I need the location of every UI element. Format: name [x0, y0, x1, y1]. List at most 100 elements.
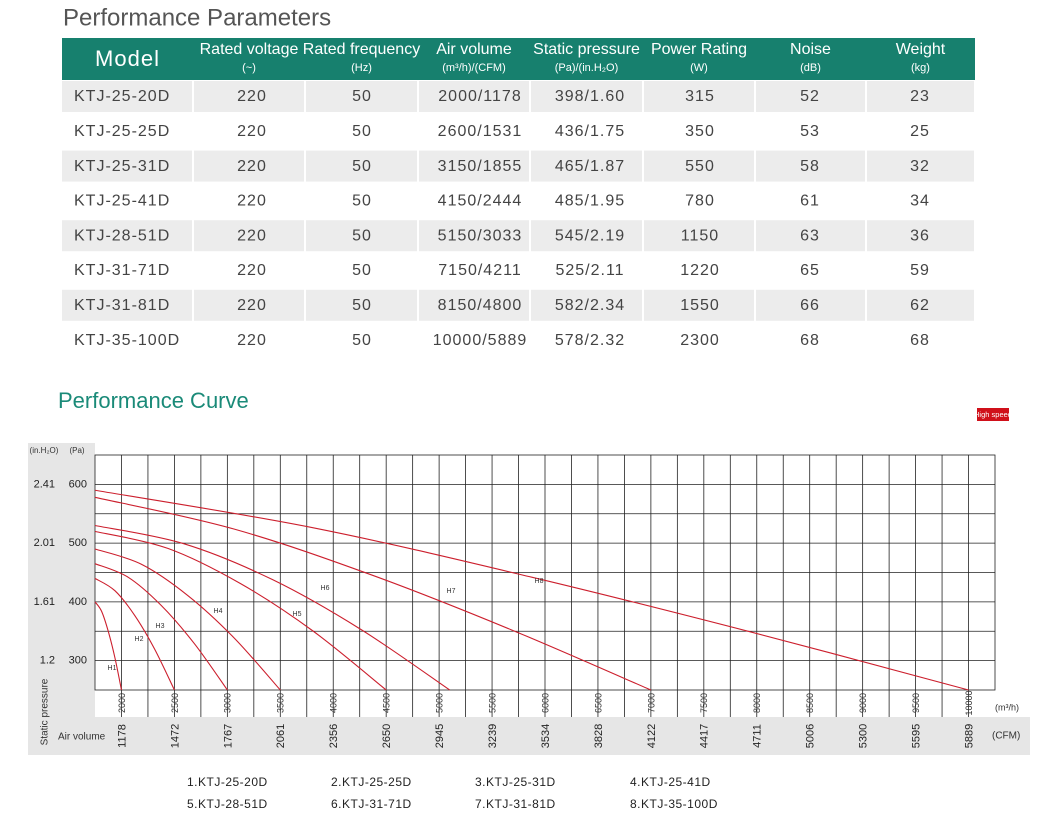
- model-cell: KTJ-28-51D: [74, 227, 170, 244]
- cell: 50: [352, 297, 372, 314]
- model-cell: KTJ-35-100D: [74, 332, 180, 349]
- curve-label: H2: [135, 636, 144, 643]
- curve: [94, 530, 387, 691]
- x2-tick-label: 5300: [858, 724, 870, 748]
- x2-tick-label: 4711: [752, 724, 764, 748]
- model-cell: KTJ-31-81D: [74, 297, 170, 314]
- legend-entry: 6.KTJ-31-71D: [331, 797, 412, 811]
- cell: 50: [352, 193, 372, 210]
- x2-tick-label: 2650: [381, 724, 393, 748]
- cell: 4150/2444: [438, 193, 523, 210]
- model-cell: KTJ-25-31D: [74, 158, 170, 175]
- cell: 68: [910, 332, 930, 349]
- legend-entry: 7.KTJ-31-81D: [475, 797, 556, 811]
- model-cell: KTJ-25-25D: [74, 123, 170, 140]
- cell: 34: [910, 193, 930, 210]
- cell: 36: [910, 227, 930, 244]
- page-title: Performance Parameters: [63, 4, 331, 31]
- y-unit: (Pa): [69, 446, 84, 455]
- x2-tick-label: 5595: [910, 724, 922, 748]
- cell: 315: [685, 88, 715, 105]
- cell-bg: [419, 150, 529, 182]
- cell: 220: [237, 262, 267, 279]
- x-tick-label: 2500: [170, 693, 180, 713]
- cell: 50: [352, 158, 372, 175]
- x2-tick-label: 4417: [699, 724, 711, 748]
- cell-bg: [194, 81, 304, 112]
- cell: 2000/1178: [438, 88, 521, 105]
- y2-unit: (in.H₂O): [30, 446, 59, 455]
- cell-bg: [306, 81, 417, 112]
- cell: 436/1.75: [555, 123, 625, 140]
- plot-border: [94, 454, 996, 691]
- cell: 52: [800, 88, 820, 105]
- cell-bg: [419, 81, 529, 112]
- y2-tick-label: 1.61: [34, 596, 55, 608]
- model-cell: KTJ-25-20D: [74, 88, 170, 105]
- cell-bg: [867, 150, 974, 182]
- cell: 780: [685, 193, 715, 210]
- column-header: Rated frequency: [303, 41, 420, 58]
- x-tick-label: 7000: [646, 693, 656, 713]
- cell: 350: [685, 123, 715, 140]
- cell: 220: [237, 297, 267, 314]
- x-tick-label: 9500: [911, 693, 921, 713]
- cell: 23: [910, 88, 930, 105]
- x-tick-label: 9000: [858, 693, 868, 713]
- curve-label: H8: [535, 578, 544, 585]
- x-tick-label: 4500: [382, 693, 392, 713]
- column-unit: (~): [242, 62, 256, 74]
- cell-bg: [756, 150, 865, 182]
- cell: 485/1.95: [555, 193, 625, 210]
- cell: 1150: [681, 227, 719, 244]
- x-unit: (m³/h): [995, 702, 1019, 712]
- cell-bg: [194, 289, 304, 321]
- cell: 220: [237, 88, 267, 105]
- column-unit: (dB): [800, 62, 821, 74]
- column-header: Air volume: [436, 41, 512, 58]
- x2-tick-label: 2061: [275, 724, 287, 748]
- x-tick-label: 3000: [223, 693, 233, 713]
- y2-tick-label: 2.01: [34, 537, 55, 549]
- cell-bg: [644, 150, 754, 182]
- model-cell: KTJ-31-71D: [74, 262, 170, 279]
- cell-bg: [867, 81, 974, 112]
- x-tick-label: 2000: [117, 693, 127, 713]
- x2-tick-label: 2356: [328, 724, 340, 748]
- legend-entry: 3.KTJ-25-31D: [475, 775, 556, 789]
- x-tick-label: 4000: [329, 693, 339, 713]
- column-header: Model: [95, 46, 160, 71]
- y-tick-label: 500: [69, 537, 87, 549]
- y-tick-label: 600: [69, 478, 87, 490]
- cell: 65: [800, 262, 820, 279]
- cell: 10000/5889: [433, 332, 528, 349]
- column-header: Rated voltage: [200, 41, 299, 58]
- y-tick-label: 300: [69, 655, 87, 667]
- cell-bg: [306, 150, 417, 182]
- cell-bg: [756, 289, 865, 321]
- cell: 58: [800, 158, 820, 175]
- cell-bg: [644, 220, 754, 252]
- x-tick-label: 3500: [276, 693, 286, 713]
- cell: 578/2.32: [555, 332, 625, 349]
- cell-bg: [62, 81, 192, 112]
- cell-bg: [531, 220, 642, 252]
- cell-bg: [62, 150, 192, 182]
- x2-tick-label: 3534: [540, 724, 552, 748]
- cell: 5150/3033: [438, 227, 523, 244]
- x-tick-label: 5500: [487, 693, 497, 713]
- legend-entry: 1.KTJ-25-20D: [187, 775, 268, 789]
- curve: [94, 563, 228, 691]
- x-tick-label: 5000: [434, 693, 444, 713]
- cell: 2600/1531: [438, 123, 523, 140]
- column-unit: (m³/h)/(CFM): [442, 62, 506, 74]
- cell: 1550: [680, 297, 720, 314]
- x2-tick-label: 4122: [646, 724, 658, 748]
- x2-tick-label: 3828: [593, 724, 605, 748]
- axis-strip: [95, 717, 1030, 755]
- cell: 53: [800, 123, 820, 140]
- cell: 63: [800, 227, 820, 244]
- cell-bg: [644, 81, 754, 112]
- cell-bg: [62, 220, 192, 252]
